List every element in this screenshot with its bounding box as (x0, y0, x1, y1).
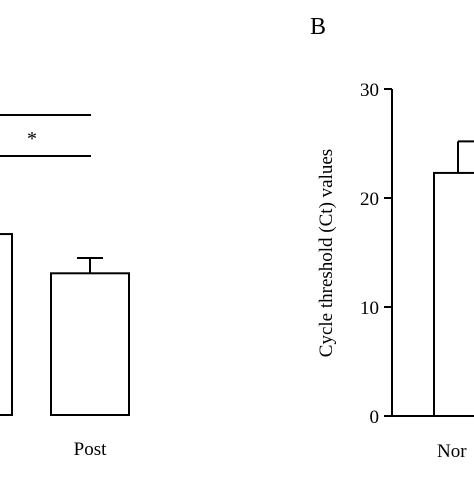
y-tick-label-10: 10 (360, 298, 379, 319)
panel-a: Post * (0, 114, 130, 460)
x-tick-label-post: Post (74, 439, 107, 460)
x-tick-label-nor: Nor (437, 441, 467, 462)
y-tick-label-30: 30 (360, 80, 379, 101)
bar-2 (50, 272, 130, 416)
bar-1 (0, 233, 13, 416)
panel-label: B (310, 14, 326, 40)
bar-1 (433, 171, 474, 417)
panel-b: B 0 10 20 30 Cycle threshold (Ct) values Nor (310, 14, 474, 462)
y-tick-label-0: 0 (370, 407, 380, 428)
significance-marker: * (27, 128, 37, 150)
y-tick-label-20: 20 (360, 189, 379, 210)
y-axis-label: Cycle threshold (Ct) values (316, 149, 337, 357)
